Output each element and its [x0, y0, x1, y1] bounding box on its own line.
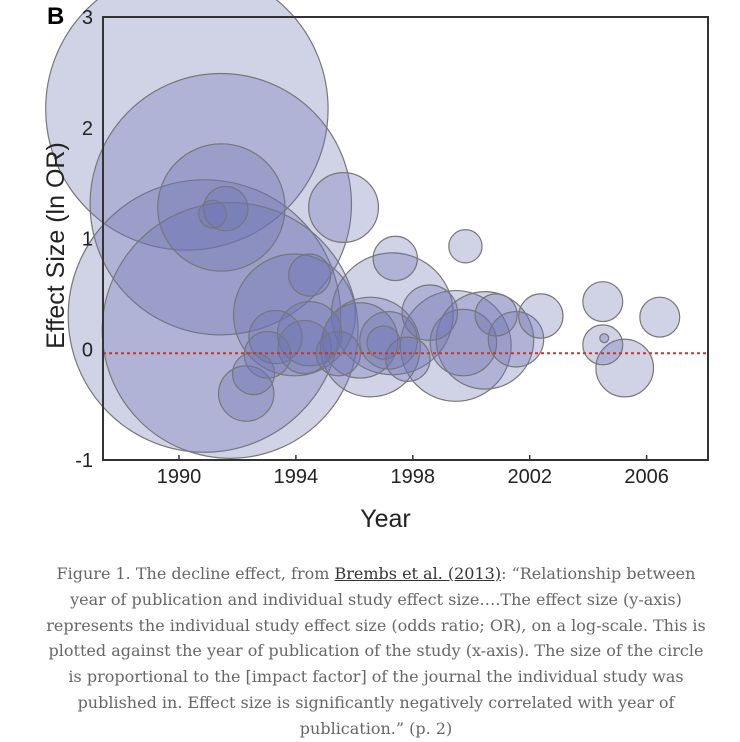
data-bubble: [198, 199, 228, 229]
plot-frame: [102, 16, 709, 461]
bubble-chart: 1990 1994 1998 2002 2006 -1 0 1 2 3 Year Effect …: [42, 0, 709, 533]
data-bubble: [287, 253, 332, 297]
y-tick-label: 2: [82, 118, 93, 140]
y-axis-ticks: -1 0 1 2 3: [75, 7, 93, 472]
y-axis-label: Effect Size (ln OR): [42, 142, 70, 349]
data-bubble: [582, 324, 624, 366]
x-tick-label: 1998: [391, 466, 436, 488]
data-bubble: [157, 143, 286, 272]
citation-link[interactable]: Brembs et al. (2013): [334, 564, 502, 583]
data-bubble: [372, 235, 419, 282]
x-tick-label: 2006: [624, 466, 669, 488]
data-bubble: [308, 172, 380, 243]
data-bubble: [401, 284, 459, 341]
data-bubble: [448, 229, 483, 264]
data-bubble: [639, 296, 681, 338]
data-bubble: [366, 325, 401, 360]
data-bubble: [319, 296, 421, 398]
y-tick-label: 3: [82, 7, 93, 29]
y-tick-label: -1: [75, 450, 93, 472]
data-bubble: [231, 351, 276, 396]
panel-letter: B: [47, 3, 64, 30]
caption-prefix: Figure 1. The decline effect, from: [56, 564, 335, 583]
x-axis-label: Year: [360, 505, 411, 533]
data-bubble: [248, 309, 303, 365]
data-bubble: [232, 253, 356, 377]
data-bubble: [435, 291, 535, 390]
x-tick-label: 1994: [274, 466, 319, 488]
bubble-layer: [45, 0, 681, 459]
data-bubble: [429, 308, 498, 377]
data-bubble: [599, 333, 610, 344]
y-tick-label: 0: [82, 339, 93, 361]
figure-caption: Figure 1. The decline effect, from Bremb…: [40, 561, 712, 742]
y-tick-label: 1: [82, 229, 93, 251]
data-bubble: [89, 72, 353, 336]
data-bubble: [582, 281, 624, 323]
data-bubble: [277, 319, 332, 375]
x-tick-label: 2002: [507, 466, 552, 488]
data-bubble: [474, 293, 518, 337]
data-bubble: [45, 0, 329, 251]
x-axis-ticks: 1990 1994 1998 2002 2006: [157, 455, 669, 488]
caption-body: : “Relationship between year of publicat…: [46, 564, 706, 738]
data-bubble: [518, 293, 564, 339]
x-tick-label: 1990: [157, 466, 202, 488]
